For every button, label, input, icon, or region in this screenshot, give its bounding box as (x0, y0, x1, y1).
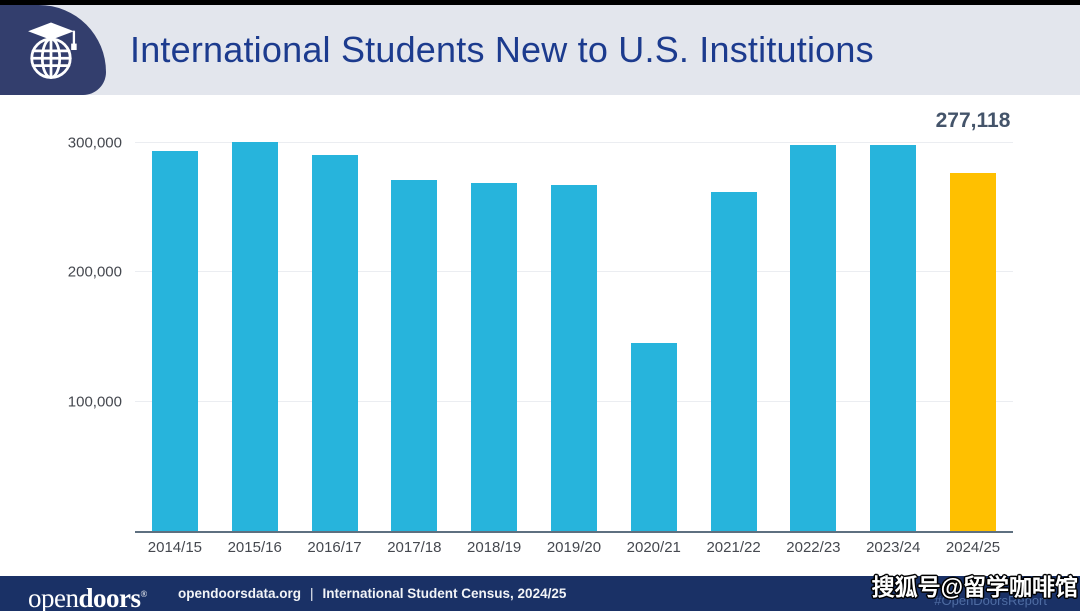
sohu-watermark: 搜狐号@留学咖啡馆 (871, 574, 1078, 600)
wordmark-doors: doors (78, 583, 141, 613)
bar-slot (614, 143, 694, 531)
x-tick-label: 2021/22 (706, 539, 761, 556)
x-tick-label: 2024/25 (945, 539, 1001, 556)
bars (135, 142, 1013, 531)
bar-slot (295, 143, 375, 531)
bar-2016-17 (311, 154, 358, 531)
bar-slot (774, 143, 854, 531)
bar-slot (454, 143, 534, 531)
bar-slot (135, 143, 215, 531)
x-axis-labels: 2014/15 2015/16 2016/17 2017/18 2018/19 2019/… (135, 539, 1013, 556)
x-tick-label: 2020/21 (626, 539, 681, 556)
opendoors-hashtag: #OpenDoorsReport (934, 593, 1047, 608)
bar-chart: 300,000 200,000 100,000 2014/15 2015/16 2016… (0, 95, 1080, 576)
bar-slot (374, 143, 454, 531)
bar-2015-16 (231, 142, 278, 531)
registered-mark: ® (140, 589, 148, 599)
y-tick-label: 200,000 (67, 263, 122, 281)
x-tick-label: 2017/18 (387, 539, 442, 556)
x-tick-label: 2014/15 (147, 539, 203, 556)
footer-separator: | (310, 586, 314, 601)
x-tick-label: 2019/20 (546, 539, 602, 556)
wordmark-open: open (28, 583, 79, 613)
bar-slot (933, 143, 1013, 531)
bar-2017-18 (391, 179, 438, 531)
bar-slot (853, 143, 933, 531)
bar-2018-19 (471, 182, 518, 531)
bar-2014-15 (151, 151, 198, 531)
top-black-strip (0, 0, 1080, 5)
gridline-300000 (135, 142, 1013, 143)
opendoors-wordmark: opendoors® (28, 577, 148, 613)
footer-site: opendoorsdata.org (178, 586, 302, 601)
page-title: International Students New to U.S. Insti… (130, 29, 874, 70)
slide-header: International Students New to U.S. Insti… (0, 5, 1080, 95)
footer-bar: opendoors® opendoorsdata.org | Internation… (0, 574, 1080, 613)
bar-2020-21 (630, 342, 677, 531)
bar-2022-23 (790, 144, 837, 531)
footer-source-line: opendoorsdata.org | International Student … (178, 576, 566, 611)
x-axis-line (135, 531, 1013, 533)
x-tick-label: 2016/17 (307, 539, 362, 556)
x-tick-label: 2022/23 (786, 539, 841, 556)
x-tick-label: 2015/16 (227, 539, 282, 556)
x-tick-label: 2018/19 (467, 539, 522, 556)
globe-graduation-cap-icon (28, 22, 77, 79)
bar-slot (215, 142, 295, 531)
footer-census: International Student Census, 2024/25 (322, 586, 567, 601)
y-tick-label: 300,000 (67, 134, 122, 152)
bar-2021-22 (710, 192, 757, 531)
x-tick-label: 2023/24 (866, 539, 921, 556)
y-tick-label: 100,000 (67, 393, 122, 411)
bar-2019-20 (550, 184, 597, 531)
plot-area (135, 142, 1013, 533)
bar-2023-24 (870, 144, 917, 531)
bar-slot (694, 143, 774, 531)
highlight-value-label: 277,118 (935, 109, 1011, 132)
opendoors-logo-badge (0, 5, 106, 95)
bar-2024-25 (950, 172, 997, 531)
bar-slot (534, 143, 614, 531)
